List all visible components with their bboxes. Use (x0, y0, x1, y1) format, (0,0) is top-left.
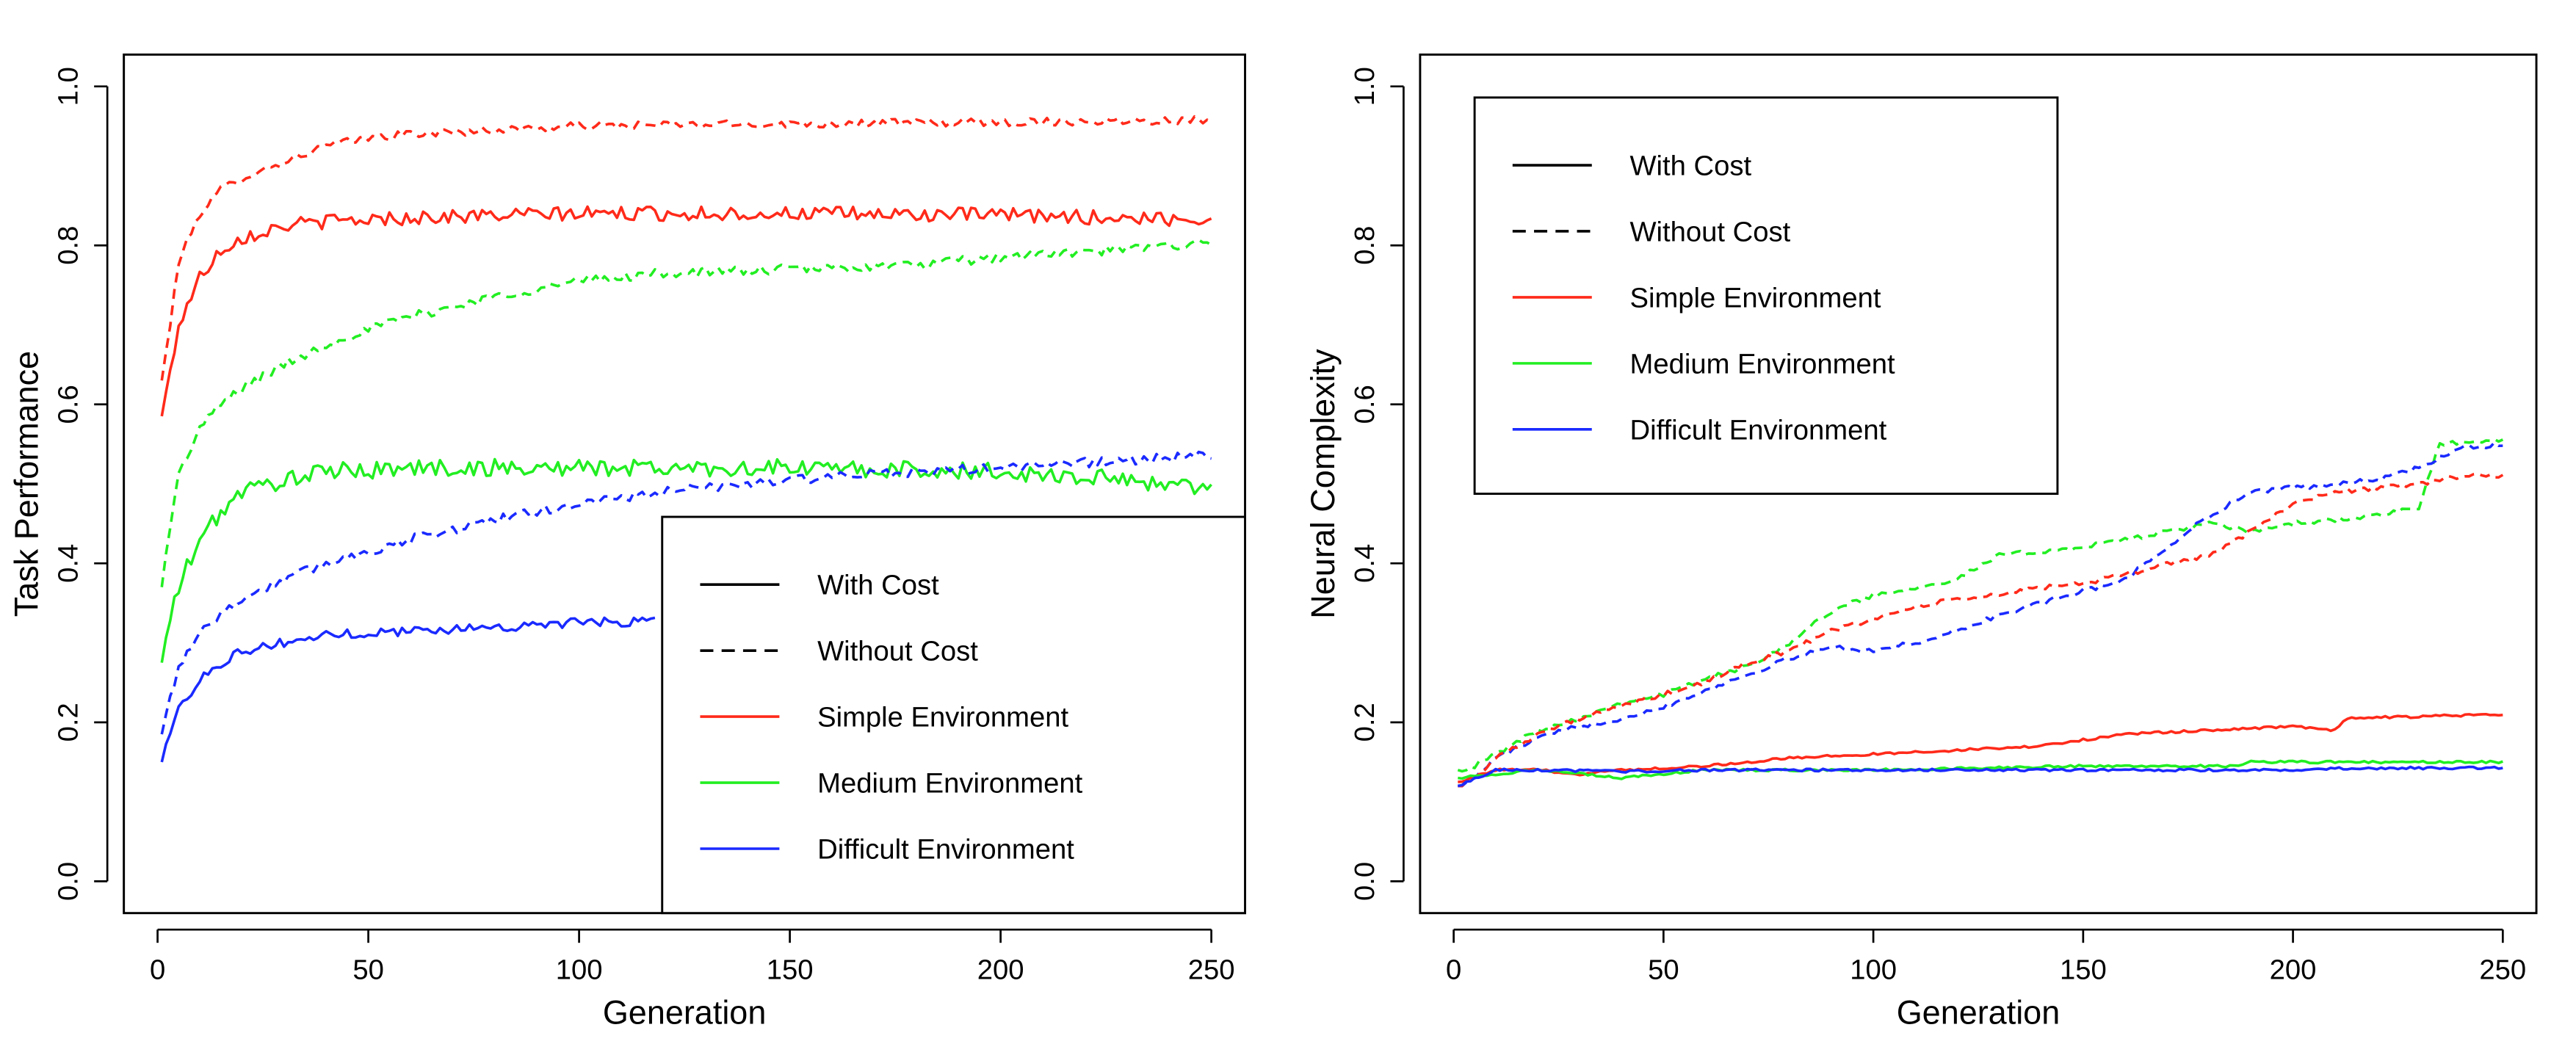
plot-frame (1419, 53, 2538, 915)
x-tick-label: 100 (1850, 954, 1897, 986)
legend-box (1473, 96, 2059, 495)
y-tick-label: 0.0 (1349, 862, 1381, 901)
legend-label: Medium Environment (817, 768, 1082, 800)
legend-label: Without Cost (817, 636, 978, 667)
x-tick-label: 0 (150, 954, 165, 986)
legend-label: Difficult Environment (817, 833, 1074, 865)
y-tick-label: 0.0 (53, 862, 84, 901)
series-line-difficult-without-cost (1458, 441, 2503, 788)
y-tick-label: 0.2 (53, 703, 84, 742)
y-tick-label: 1.0 (1349, 67, 1381, 106)
y-tick-label: 0.6 (1349, 385, 1381, 424)
series-line-medium-with-cost (160, 457, 1212, 663)
x-axis-title: Generation (603, 993, 767, 1031)
y-tick-label: 0.6 (53, 385, 84, 424)
y-tick-label: 0.8 (1349, 226, 1381, 265)
legend-label: Medium Environment (1629, 348, 1895, 380)
panel-2: 0 50 100 150 200 250 Generation 0.0 0.2 0.4 0.6 0.8… (1304, 53, 2538, 1031)
legend-label: With Cost (1629, 151, 1751, 182)
x-tick-label: 150 (2060, 954, 2107, 986)
y-tick-label: 0.8 (53, 226, 84, 265)
series-group (1457, 438, 2504, 788)
series-line-medium-without-cost (160, 238, 1212, 588)
y-tick-label: 0.2 (1349, 703, 1381, 742)
legend-label: Simple Environment (1629, 282, 1881, 313)
series-line-medium-without-cost (1457, 438, 2504, 773)
y-axis-title: Neural Complexity (1304, 349, 1342, 619)
legend: With Cost Without Cost Simple Environment M… (1473, 96, 2059, 495)
series-line-difficult-without-cost (160, 450, 1212, 735)
x-tick-label: 50 (352, 954, 384, 986)
legend-box (661, 515, 1246, 915)
panel-1: 0 50 100 150 200 250 Generation 0.0 0.2 0.4 0.6 0.8… (8, 53, 1246, 1031)
x-tick-label: 100 (556, 954, 603, 986)
legend-label: With Cost (817, 570, 939, 601)
x-tick-label: 250 (2479, 954, 2526, 986)
legend: With Cost Without Cost Simple Environment M… (661, 515, 1246, 915)
x-tick-label: 0 (1446, 954, 1461, 986)
x-tick-label: 50 (1648, 954, 1679, 986)
series-line-difficult-with-cost (1457, 765, 2503, 788)
x-tick-label: 250 (1188, 954, 1235, 986)
y-tick-label: 1.0 (53, 67, 84, 106)
x-axis-title: Generation (1897, 993, 2061, 1031)
series-line-simple-with-cost (160, 205, 1212, 417)
legend-label: Difficult Environment (1629, 414, 1886, 446)
y-axis-title: Task Performance (8, 351, 46, 617)
legend-label: Simple Environment (817, 702, 1068, 733)
y-tick-label: 0.4 (1349, 544, 1381, 583)
x-tick-label: 150 (767, 954, 814, 986)
series-line-medium-with-cost (1458, 759, 2503, 780)
series-line-simple-without-cost (160, 115, 1212, 381)
x-tick-label: 200 (2270, 954, 2317, 986)
series-group (160, 115, 1212, 763)
y-tick-label: 0.4 (53, 544, 84, 583)
x-tick-label: 200 (977, 954, 1024, 986)
series-line-difficult-with-cost (160, 616, 656, 763)
legend-label: Without Cost (1629, 216, 1790, 247)
